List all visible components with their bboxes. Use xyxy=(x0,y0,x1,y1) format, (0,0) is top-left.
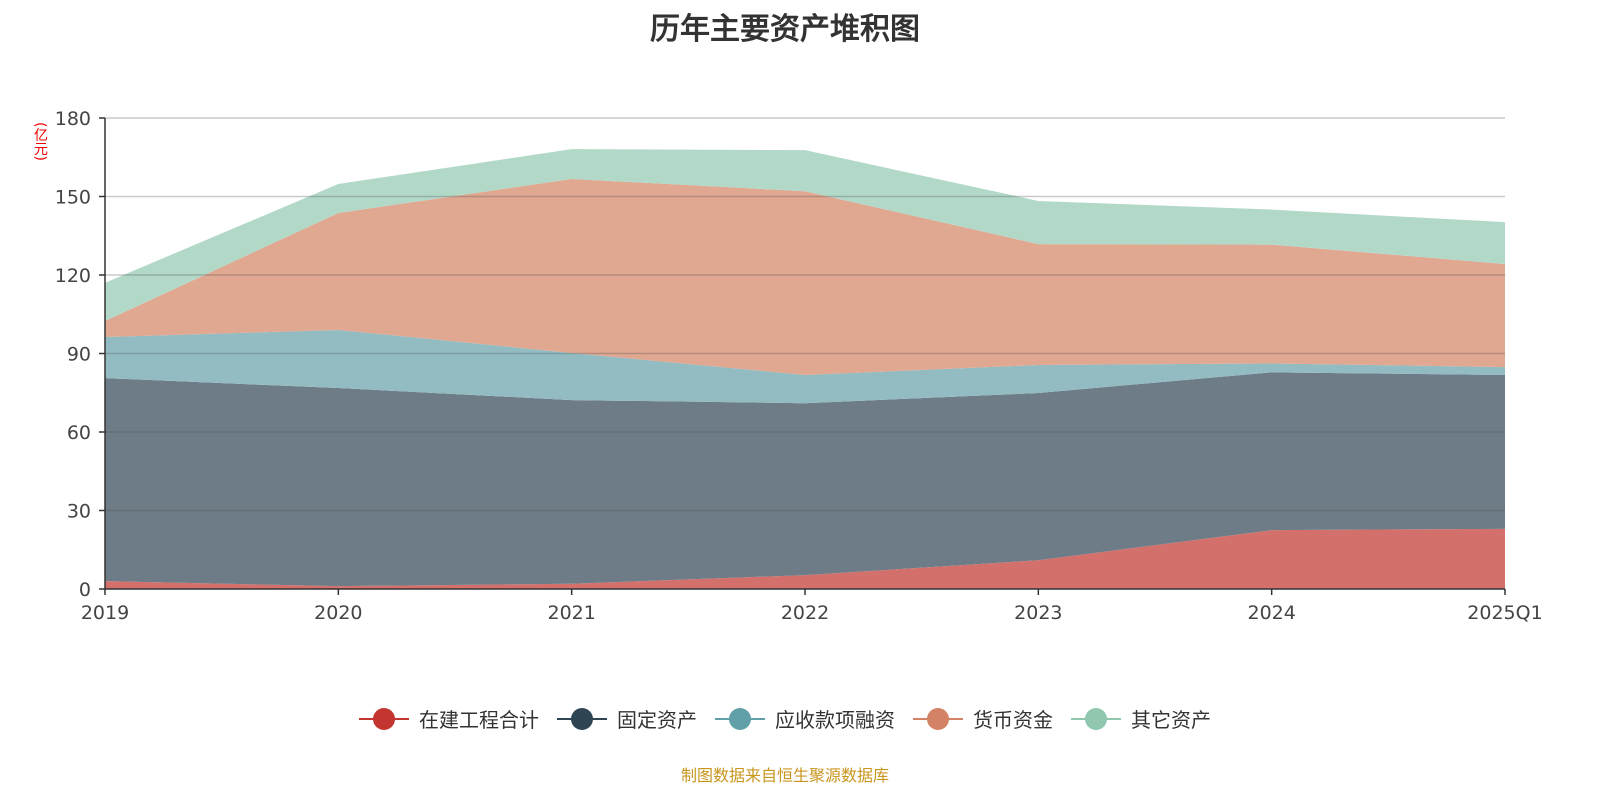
legend: 在建工程合计 固定资产 应收款项融资 货币资金 其它资产 xyxy=(0,704,1570,733)
legend-item[interactable]: 其它资产 xyxy=(1071,704,1211,733)
area-series-2 xyxy=(105,329,1505,404)
legend-item[interactable]: 应收款项融资 xyxy=(715,704,895,733)
x-tick-label: 2024 xyxy=(1247,602,1295,624)
y-tick-label: 30 xyxy=(67,501,91,523)
x-tick-label: 2025Q1 xyxy=(1467,602,1542,624)
legend-marker-icon xyxy=(557,707,607,730)
x-tick-label: 2023 xyxy=(1014,602,1062,624)
y-tick-label: 0 xyxy=(79,579,91,601)
stacked-area-chart: 0 30 60 90 120 150 180 2019 2020 2021 2022 2023 2024… xyxy=(55,108,1543,624)
legend-label: 在建工程合计 xyxy=(419,708,539,732)
legend-label: 固定资产 xyxy=(617,708,697,732)
legend-label: 货币资金 xyxy=(973,708,1053,732)
legend-label: 应收款项融资 xyxy=(775,708,895,732)
x-tick-label: 2019 xyxy=(81,602,129,624)
x-tick-label: 2022 xyxy=(781,602,829,624)
legend-marker-icon xyxy=(913,707,963,730)
legend-marker-icon xyxy=(715,707,765,730)
y-tick-label: 150 xyxy=(55,187,91,209)
y-tick-label: 120 xyxy=(55,265,91,287)
source-note: 制图数据来自恒生聚源数据库 xyxy=(680,766,889,785)
area-series-4 xyxy=(105,149,1505,322)
y-tick-label: 60 xyxy=(67,422,91,444)
y-axis-unit: (亿元) xyxy=(32,122,48,161)
legend-marker-icon xyxy=(1071,707,1121,730)
legend-item[interactable]: 货币资金 xyxy=(913,704,1053,733)
x-tick-label: 2021 xyxy=(547,602,595,624)
legend-item[interactable]: 固定资产 xyxy=(557,704,697,733)
legend-label: 其它资产 xyxy=(1131,708,1211,732)
y-tick-label: 180 xyxy=(55,108,91,130)
legend-marker-icon xyxy=(359,707,409,730)
area-series-0 xyxy=(105,528,1505,589)
chart-title: 历年主要资产堆积图 xyxy=(650,12,920,47)
area-series-1 xyxy=(105,372,1505,587)
legend-item[interactable]: 在建工程合计 xyxy=(359,704,539,733)
area-series-3 xyxy=(105,178,1505,375)
y-tick-label: 90 xyxy=(67,344,91,366)
x-tick-label: 2020 xyxy=(314,602,362,624)
